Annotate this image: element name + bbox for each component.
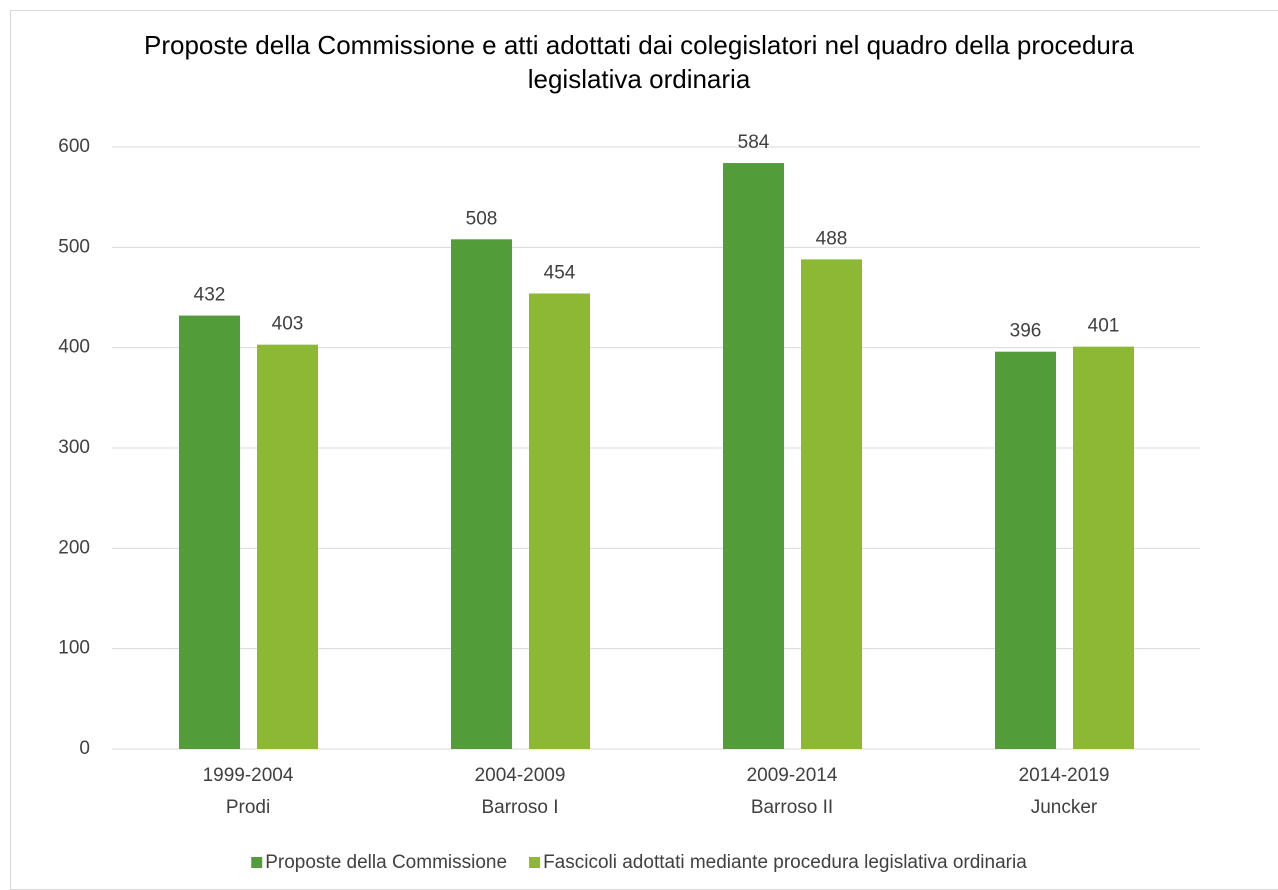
data-label: 403 [272,314,304,335]
legend-swatch [529,857,541,868]
bar [451,239,512,749]
y-tick-label: 300 [58,437,90,458]
data-label: 488 [816,228,848,249]
x-tick-label: 2004-2009 [475,765,566,786]
x-tick-label: 2009-2014 [747,765,838,786]
legend-label: Proposte della Commissione [265,852,507,873]
data-label: 432 [194,285,226,306]
bar [1073,346,1134,749]
bar [529,293,590,749]
legend-swatch [251,857,263,868]
y-tick-label: 400 [58,337,90,358]
y-tick-label: 0 [79,738,90,759]
data-label: 508 [466,208,498,229]
data-label: 454 [544,263,576,284]
y-tick-label: 200 [58,537,90,558]
chart-title: Proposte della Commissione e atti adotta… [143,30,1135,94]
bar [723,163,784,749]
x-tick-label: Prodi [226,797,270,818]
x-tick-label: Juncker [1031,797,1098,818]
legend-label: Fascicoli adottati mediante procedura le… [543,852,1027,873]
x-tick-label: 1999-2004 [203,765,294,786]
x-tick-label: Barroso II [751,797,833,818]
data-label: 396 [1010,321,1042,342]
bar [257,344,318,749]
bar [995,351,1056,749]
y-tick-label: 500 [58,236,90,257]
y-tick-label: 100 [58,638,90,659]
bar [179,315,240,749]
data-label: 584 [738,132,770,153]
y-tick-label: 600 [58,136,90,157]
x-tick-label: 2014-2019 [1019,765,1110,786]
bar [801,259,862,749]
data-label: 401 [1088,316,1120,337]
x-tick-label: Barroso I [481,797,558,818]
